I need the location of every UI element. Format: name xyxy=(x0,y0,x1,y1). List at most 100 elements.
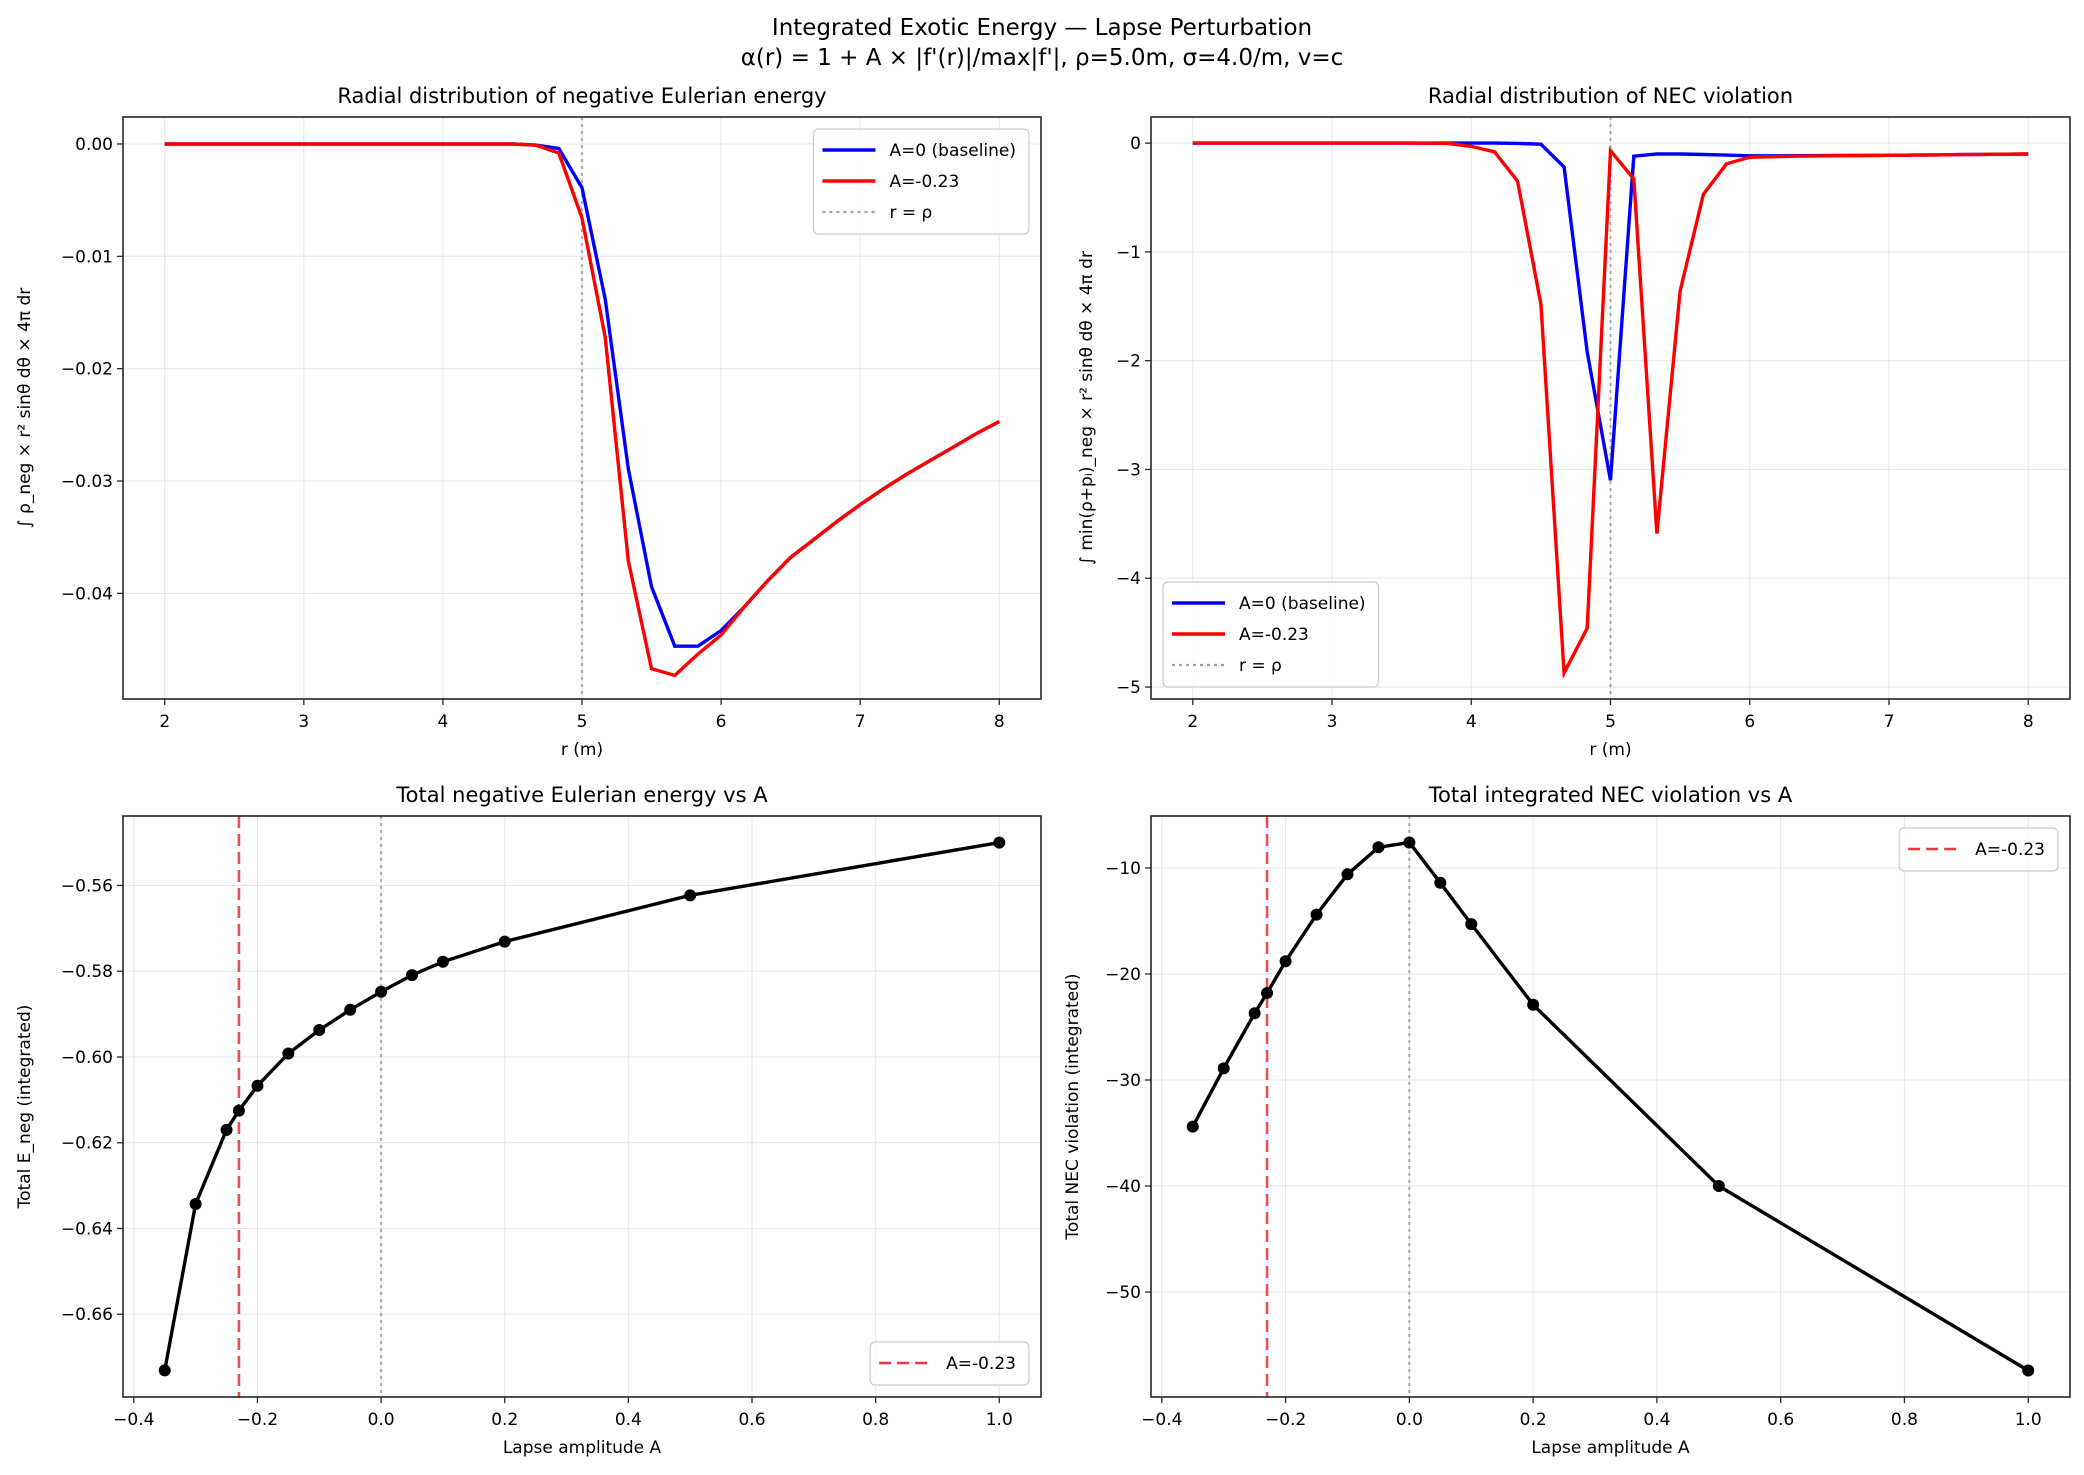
y-tick-label: −2 xyxy=(1116,352,1141,372)
x-tick-label: −0.4 xyxy=(1141,1410,1182,1430)
y-axis-label: Total E_neg (integrated) xyxy=(15,1005,35,1210)
x-tick-label: 8 xyxy=(994,712,1005,732)
data-point xyxy=(993,836,1006,849)
series-line-a-0-23 xyxy=(164,142,1001,678)
data-point xyxy=(1403,836,1416,849)
x-tick-label: 6 xyxy=(1744,712,1755,732)
x-tick-label: 0.0 xyxy=(1396,1410,1423,1430)
subplot-title: Radial distribution of negative Eulerian… xyxy=(337,84,826,108)
y-tick-label: 0.00 xyxy=(75,135,113,155)
figure-subtitle: α(r) = 1 + A × |f'(r)|/max|f'|, ρ=5.0m, … xyxy=(741,45,1344,71)
y-tick-label: −30 xyxy=(1105,1071,1141,1091)
x-tick-label: 4 xyxy=(437,712,448,732)
x-tick-label: 3 xyxy=(298,712,309,732)
y-axis-label: ∫ ρ_neg × r² sinθ dθ × 4π dr xyxy=(15,288,35,528)
y-tick-label: −20 xyxy=(1105,965,1141,985)
x-tick-label: −0.2 xyxy=(1265,1410,1306,1430)
x-axis-label: r (m) xyxy=(1589,740,1631,760)
data-point xyxy=(1434,876,1447,889)
legend-box xyxy=(869,1341,1030,1386)
subplot-title: Total integrated NEC violation vs A xyxy=(1428,783,1793,807)
x-tick-label: 0.6 xyxy=(1767,1410,1794,1430)
subplot-title: Radial distribution of NEC violation xyxy=(1428,84,1793,108)
x-tick-label: 0.4 xyxy=(615,1410,642,1430)
subplot-1: 2 3 4 5 6 7 8 0.00 −0.01 −0.02 −0.03 −0.04 Radial di… xyxy=(15,84,1042,760)
data-point xyxy=(406,969,418,982)
x-tick-label: 2 xyxy=(159,712,170,732)
plot-area xyxy=(164,117,1001,699)
data-point xyxy=(2022,1364,2035,1377)
data-point xyxy=(375,985,388,998)
x-tick-label: 2 xyxy=(1187,712,1198,732)
data-point xyxy=(232,1104,245,1117)
x-tick-label: 4 xyxy=(1466,712,1477,732)
axes-frame xyxy=(122,815,1042,1398)
y-axis-label: Total NEC violation (integrated) xyxy=(1063,973,1083,1240)
series-line-a-0-23 xyxy=(1192,141,2029,680)
y-tick-label: −0.62 xyxy=(61,1134,113,1154)
figure-title: Integrated Exotic Energy — Lapse Perturb… xyxy=(772,15,1312,41)
x-tick-label: 0.4 xyxy=(1643,1410,1670,1430)
x-tick-label: 0.8 xyxy=(862,1410,889,1430)
x-tick-label: 7 xyxy=(855,712,866,732)
x-tick-label: 0.8 xyxy=(1891,1410,1918,1430)
y-tick-label: −0.01 xyxy=(61,247,113,267)
data-point xyxy=(1310,908,1323,921)
x-tick-label: 0.2 xyxy=(491,1410,518,1430)
data-point xyxy=(251,1079,264,1092)
subplot-4: −0.4 −0.2 0.0 0.2 0.4 0.6 0.8 1.0 −10 −20 −30 −40 −5… xyxy=(1063,783,2071,1458)
plot-area xyxy=(1192,117,2029,699)
x-tick-label: 7 xyxy=(1884,712,1895,732)
x-tick-label: 1.0 xyxy=(986,1410,1013,1430)
data-point xyxy=(1372,841,1385,854)
plot-area xyxy=(158,816,1006,1397)
y-tick-label: −0.03 xyxy=(61,472,113,492)
legend-box xyxy=(812,128,1030,235)
y-tick-label: 0 xyxy=(1130,134,1141,154)
data-point xyxy=(1465,918,1478,931)
y-axis-label: ∫ min(ρ+pᵢ)_neg × r² sinθ dθ × 4π dr xyxy=(1077,251,1097,565)
x-tick-label: 8 xyxy=(2023,712,2034,732)
legend: A=-0.23 xyxy=(1898,827,2059,872)
x-tick-label: −0.4 xyxy=(113,1410,154,1430)
x-tick-label: 5 xyxy=(577,712,588,732)
y-tick-label: −1 xyxy=(1116,243,1141,263)
x-tick-label: 0.2 xyxy=(1520,1410,1547,1430)
data-point xyxy=(1527,998,1540,1011)
data-point xyxy=(498,935,511,948)
legend-box xyxy=(1898,827,2059,872)
legend: A=0 (baseline) A=-0.23 r = ρ xyxy=(812,128,1030,235)
data-point xyxy=(189,1198,202,1211)
axes-frame xyxy=(122,116,1042,700)
legend-label: A=-0.23 xyxy=(946,1354,1016,1374)
data-point xyxy=(313,1023,326,1036)
x-axis-label: r (m) xyxy=(561,740,603,760)
legend: A=0 (baseline) A=-0.23 r = ρ xyxy=(1162,581,1380,688)
legend-label: A=0 (baseline) xyxy=(889,141,1016,161)
data-point xyxy=(1712,1180,1725,1193)
legend-label: A=-0.23 xyxy=(1975,840,2045,860)
x-tick-label: −0.2 xyxy=(237,1410,278,1430)
subplot-title: Total negative Eulerian energy vs A xyxy=(395,783,768,807)
data-point xyxy=(1279,955,1292,968)
data-point xyxy=(344,1003,357,1016)
axes-frame xyxy=(1150,116,2071,700)
legend-label: r = ρ xyxy=(1239,656,1282,676)
y-tick-label: −10 xyxy=(1105,859,1141,879)
legend-label: A=-0.23 xyxy=(1239,625,1309,645)
y-tick-label: −0.64 xyxy=(61,1219,113,1239)
plot-area xyxy=(1186,816,2035,1397)
axes-frame xyxy=(1150,815,2071,1398)
data-point xyxy=(1186,1120,1199,1133)
legend-label: A=-0.23 xyxy=(889,172,959,192)
x-tick-label: 5 xyxy=(1605,712,1616,732)
y-tick-label: −0.58 xyxy=(61,962,113,982)
data-point xyxy=(220,1123,233,1136)
y-tick-label: −0.66 xyxy=(61,1305,113,1325)
data-point xyxy=(1261,987,1274,1000)
x-tick-label: 1.0 xyxy=(2015,1410,2042,1430)
x-tick-label: 0.0 xyxy=(368,1410,395,1430)
x-axis-label: Lapse amplitude A xyxy=(1531,1438,1690,1458)
data-point xyxy=(158,1364,171,1377)
